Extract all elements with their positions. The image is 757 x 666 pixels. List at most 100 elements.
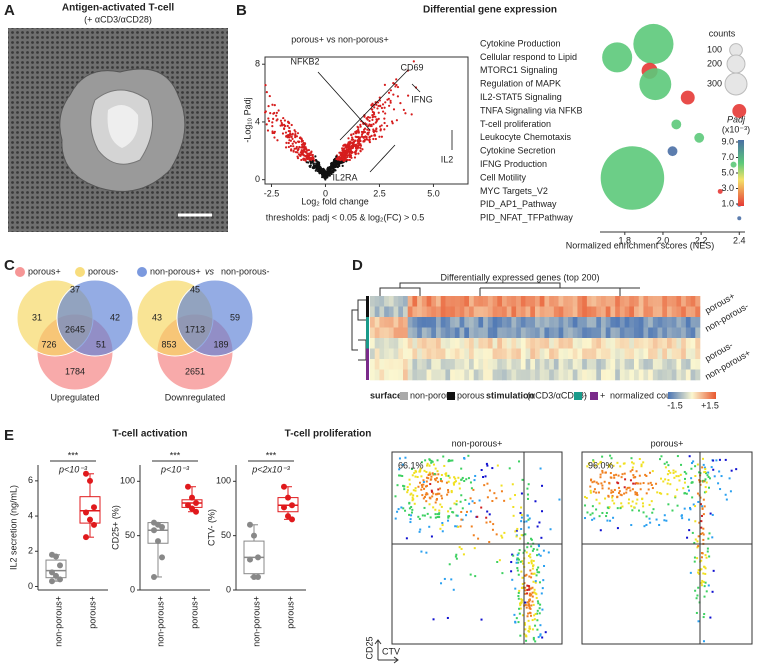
cell-event	[465, 514, 468, 517]
cell-event	[586, 465, 589, 468]
gene-point	[395, 119, 398, 122]
data-point	[91, 521, 97, 528]
cell-event	[708, 532, 711, 535]
bubble	[737, 216, 742, 221]
heatmap-cell	[601, 317, 607, 328]
cell-event	[707, 584, 710, 587]
cell-event	[520, 516, 523, 519]
cell-event	[402, 507, 405, 510]
gene-label: CD69	[400, 62, 423, 72]
cell-event	[694, 589, 697, 592]
cell-event	[633, 506, 636, 509]
gene-point	[315, 159, 318, 162]
cell-event	[651, 511, 654, 514]
gene-point	[367, 124, 370, 128]
heatmap-cell	[652, 327, 658, 339]
heatmap-cell	[605, 296, 611, 307]
venn-count: 1784	[65, 366, 85, 376]
cell-event	[633, 476, 636, 479]
cell-event	[523, 623, 526, 626]
heatmap-cell	[393, 348, 399, 360]
heatmap-cell	[450, 348, 456, 360]
cell-event	[514, 587, 517, 590]
data-point	[189, 494, 195, 501]
heatmap-cell	[379, 359, 385, 370]
venn-title: Upregulated	[50, 392, 99, 402]
cell-event	[627, 502, 630, 505]
cell-event	[520, 586, 523, 589]
heatmap-cell	[403, 338, 409, 349]
cell-event	[643, 525, 646, 528]
heatmap-cell	[398, 317, 404, 328]
cell-event	[631, 500, 634, 503]
heatmap-cell	[454, 296, 460, 307]
gene-point	[346, 144, 349, 148]
x-axis-label: Normalized enrichment scores (NES)	[566, 240, 715, 250]
gene-point	[280, 123, 284, 126]
cell-event	[690, 467, 693, 470]
gene-point	[392, 82, 395, 85]
heatmap-cell	[643, 306, 649, 318]
cell-event	[594, 464, 597, 467]
cell-event	[608, 481, 611, 484]
cell-event	[452, 588, 455, 591]
cell-event	[474, 575, 477, 578]
cell-event	[611, 494, 614, 497]
cell-event	[410, 511, 413, 514]
heatmap-cell	[681, 296, 687, 307]
venn-count: 2645	[65, 324, 85, 334]
heatmap-cell	[690, 359, 696, 370]
legend-swatch	[447, 392, 455, 400]
cell-event	[401, 475, 404, 478]
tick-label: 1.0	[721, 198, 734, 208]
heatmap-cell	[695, 296, 701, 307]
gene-point	[330, 161, 333, 165]
cell-event	[537, 636, 540, 639]
heatmap-cell	[685, 369, 691, 381]
heatmap-cell	[648, 338, 654, 349]
tick-label: 2.0	[657, 235, 670, 245]
cell-event	[678, 479, 681, 482]
heatmap-cell	[638, 306, 644, 318]
cell-event	[423, 514, 426, 517]
cell-event	[531, 586, 534, 589]
gene-point	[322, 173, 325, 176]
size-key	[724, 72, 748, 96]
cell-event	[520, 534, 523, 537]
venn-count: 31	[32, 312, 42, 322]
cell-event	[705, 490, 708, 493]
cell-event	[526, 487, 529, 490]
heatmap-cell	[502, 317, 508, 328]
heatmap-cell	[530, 327, 536, 339]
cell-event	[448, 476, 451, 479]
gene-point	[354, 130, 357, 134]
cell-event	[440, 474, 443, 477]
heatmap-cell	[506, 306, 512, 318]
cell-event	[692, 503, 695, 506]
color-bar	[738, 140, 744, 206]
heatmap-cell	[629, 338, 635, 349]
cell-event	[693, 556, 696, 559]
gene-point	[359, 147, 362, 150]
gene-point	[279, 119, 283, 122]
cell-event	[469, 510, 472, 513]
cell-event	[524, 533, 527, 536]
cell-event	[725, 498, 728, 501]
cell-event	[515, 561, 518, 564]
cell-event	[648, 517, 651, 520]
cell-event	[642, 505, 645, 508]
cell-event	[631, 509, 634, 512]
heatmap-cell	[535, 306, 541, 318]
cell-event	[619, 493, 622, 496]
cell-event	[547, 551, 550, 554]
gene-point	[368, 123, 371, 126]
cell-event	[604, 471, 607, 474]
gene-point	[289, 139, 292, 142]
cell-event	[431, 495, 434, 498]
heatmap-cell	[492, 338, 498, 349]
heatmap-cell	[624, 359, 630, 370]
gene-point	[380, 124, 383, 127]
heatmap-cell	[577, 296, 583, 307]
heatmap-cell	[667, 327, 673, 339]
heatmap-cell	[662, 369, 668, 381]
